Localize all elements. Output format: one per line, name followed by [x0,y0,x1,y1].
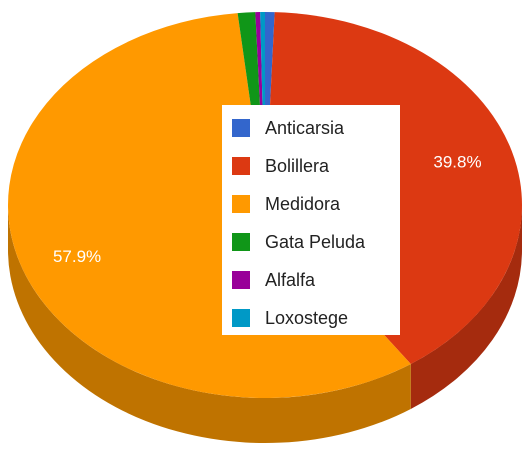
legend-swatch [232,309,250,327]
legend-swatch [232,233,250,251]
legend: Anticarsia Bolillera Medidora Gata Peluda Al… [222,105,400,335]
slice-side [8,205,411,443]
legend-label: Bolillera [265,156,330,176]
legend-label: Gata Peluda [265,232,366,252]
legend-label: Anticarsia [265,118,345,138]
legend-swatch [232,157,250,175]
value-label: 57.9% [53,247,101,266]
legend-label: Loxostege [265,308,348,328]
legend-swatch [232,119,250,137]
slice-side [410,205,522,409]
legend-swatch [232,271,250,289]
legend-label: Alfalfa [265,270,316,290]
value-label: 39.8% [433,152,481,171]
legend-box [222,105,400,335]
legend-label: Medidora [265,194,341,214]
legend-swatch [232,195,250,213]
